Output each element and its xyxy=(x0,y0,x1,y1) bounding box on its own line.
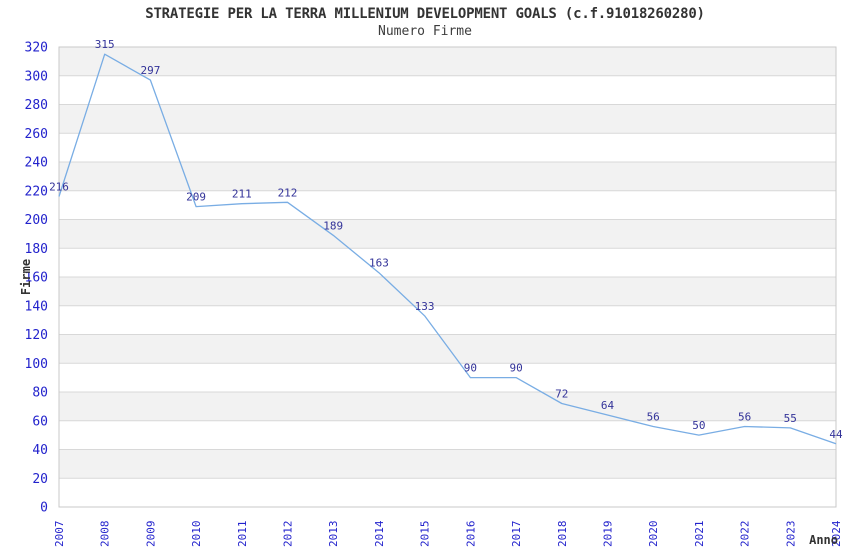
y-tick-label: 100 xyxy=(25,357,48,372)
x-tick-label: 2022 xyxy=(739,521,752,548)
x-tick-label: 2015 xyxy=(419,521,432,548)
x-tick-label: 2012 xyxy=(282,521,295,548)
y-tick-label: 300 xyxy=(25,69,48,84)
data-point-label: 50 xyxy=(692,419,705,432)
data-point-label: 216 xyxy=(49,181,69,194)
chart-title: STRATEGIE PER LA TERRA MILLENIUM DEVELOP… xyxy=(145,6,705,22)
x-tick-label: 2011 xyxy=(236,521,249,548)
y-tick-label: 240 xyxy=(25,156,48,171)
y-tick-label: 80 xyxy=(32,386,48,401)
plot-band xyxy=(59,219,836,249)
y-tick-label: 140 xyxy=(25,299,48,314)
x-tick-label: 2018 xyxy=(556,521,569,548)
x-tick-label: 2009 xyxy=(144,521,157,548)
x-tick-label: 2007 xyxy=(53,521,66,548)
plot-band xyxy=(59,334,836,364)
y-tick-label: 220 xyxy=(25,184,48,199)
data-point-label: 211 xyxy=(232,188,252,201)
y-tick-label: 320 xyxy=(25,41,48,56)
data-point-label: 90 xyxy=(464,362,477,375)
data-point-label: 56 xyxy=(647,411,660,424)
y-tick-label: 260 xyxy=(25,127,48,142)
plot-border xyxy=(58,46,837,508)
data-point-label: 133 xyxy=(415,300,435,313)
plot-band xyxy=(59,47,836,76)
y-tick-label: 40 xyxy=(32,443,48,458)
chart-subtitle: Numero Firme xyxy=(378,24,472,39)
x-tick-label: 2016 xyxy=(464,521,477,548)
data-point-label: 90 xyxy=(509,362,522,375)
data-point-label: 72 xyxy=(555,388,568,401)
x-axis-title: Anno xyxy=(809,533,838,547)
plot-band xyxy=(59,392,836,421)
x-tick-label: 2023 xyxy=(784,521,797,548)
data-point-label: 212 xyxy=(278,186,298,199)
x-tick-label: 2020 xyxy=(647,521,660,548)
x-tick-label: 2014 xyxy=(373,520,386,547)
data-point-label: 189 xyxy=(323,219,343,232)
data-point-label: 297 xyxy=(140,64,160,77)
y-tick-label: 280 xyxy=(25,98,48,113)
y-tick-label: 20 xyxy=(32,472,48,487)
x-tick-label: 2017 xyxy=(510,521,523,548)
data-point-label: 64 xyxy=(601,399,615,412)
y-tick-label: 0 xyxy=(40,501,48,516)
plot-band xyxy=(59,277,836,306)
x-tick-label: 2013 xyxy=(327,521,340,548)
data-line xyxy=(58,53,837,445)
plot-band xyxy=(59,162,836,191)
x-tick-label: 2008 xyxy=(99,521,112,548)
x-tick-label: 2024 xyxy=(830,520,843,547)
data-point-label: 56 xyxy=(738,411,751,424)
y-axis-title: Firme xyxy=(19,258,33,296)
data-point-label: 44 xyxy=(829,428,843,441)
plot-band xyxy=(59,104,836,134)
x-tick-label: 2021 xyxy=(693,521,706,548)
data-point-label: 55 xyxy=(784,412,797,425)
plot-band xyxy=(59,449,836,479)
y-tick-label: 200 xyxy=(25,213,48,228)
y-tick-label: 60 xyxy=(32,414,48,429)
y-tick-label: 160 xyxy=(25,271,48,286)
data-point-label: 209 xyxy=(186,191,206,204)
data-point-label: 315 xyxy=(95,38,115,51)
data-point-label: 163 xyxy=(369,257,389,270)
y-tick-label: 120 xyxy=(25,328,48,343)
x-tick-label: 2010 xyxy=(190,521,203,548)
x-tick-label: 2019 xyxy=(602,521,615,548)
y-tick-label: 180 xyxy=(25,242,48,257)
